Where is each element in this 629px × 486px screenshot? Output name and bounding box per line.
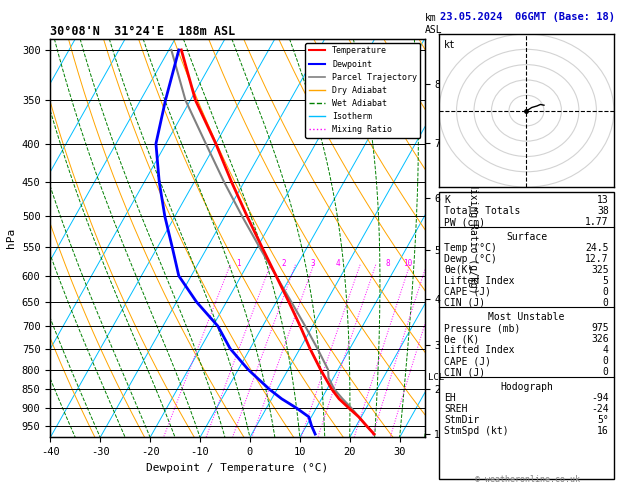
Text: kt: kt — [444, 40, 456, 50]
Text: 0: 0 — [603, 367, 609, 377]
Text: LCL: LCL — [428, 373, 445, 382]
Legend: Temperature, Dewpoint, Parcel Trajectory, Dry Adiabat, Wet Adiabat, Isotherm, Mi: Temperature, Dewpoint, Parcel Trajectory… — [306, 43, 420, 138]
Text: CAPE (J): CAPE (J) — [444, 356, 491, 366]
Text: 326: 326 — [591, 334, 609, 344]
Text: 12.7: 12.7 — [585, 254, 609, 264]
Text: 1: 1 — [236, 259, 241, 268]
Text: 23.05.2024  06GMT (Base: 18): 23.05.2024 06GMT (Base: 18) — [440, 12, 615, 22]
Text: θe(K): θe(K) — [444, 265, 474, 275]
Text: StmSpd (kt): StmSpd (kt) — [444, 426, 509, 436]
Text: 2: 2 — [281, 259, 286, 268]
Text: Most Unstable: Most Unstable — [488, 312, 565, 322]
Text: 1.77: 1.77 — [585, 217, 609, 227]
Text: StmDir: StmDir — [444, 415, 479, 425]
X-axis label: Dewpoint / Temperature (°C): Dewpoint / Temperature (°C) — [147, 463, 328, 473]
Text: K: K — [444, 195, 450, 205]
Text: 5: 5 — [603, 276, 609, 286]
Y-axis label: hPa: hPa — [6, 228, 16, 248]
Text: 38: 38 — [597, 206, 609, 216]
Text: SREH: SREH — [444, 404, 468, 414]
Text: PW (cm): PW (cm) — [444, 217, 486, 227]
Text: 16: 16 — [597, 426, 609, 436]
Text: 30°08'N  31°24'E  188m ASL: 30°08'N 31°24'E 188m ASL — [50, 25, 236, 38]
Text: 10: 10 — [403, 259, 413, 268]
Text: 8: 8 — [386, 259, 391, 268]
Text: 5°: 5° — [597, 415, 609, 425]
Text: Lifted Index: Lifted Index — [444, 276, 515, 286]
Text: 24.5: 24.5 — [585, 243, 609, 253]
Text: 4: 4 — [603, 345, 609, 355]
Text: CIN (J): CIN (J) — [444, 367, 486, 377]
Text: 4: 4 — [336, 259, 340, 268]
Text: Temp (°C): Temp (°C) — [444, 243, 497, 253]
Text: Surface: Surface — [506, 232, 547, 242]
Text: -94: -94 — [591, 393, 609, 403]
Text: Lifted Index: Lifted Index — [444, 345, 515, 355]
Text: © weatheronline.co.uk: © weatheronline.co.uk — [475, 474, 579, 484]
Text: Pressure (mb): Pressure (mb) — [444, 323, 521, 333]
Text: CIN (J): CIN (J) — [444, 298, 486, 308]
Text: Hodograph: Hodograph — [500, 382, 553, 392]
Text: 975: 975 — [591, 323, 609, 333]
Text: EH: EH — [444, 393, 456, 403]
Text: Mixing Ratio (g/kg): Mixing Ratio (g/kg) — [468, 182, 478, 294]
Text: 13: 13 — [597, 195, 609, 205]
Text: 325: 325 — [591, 265, 609, 275]
Text: Totals Totals: Totals Totals — [444, 206, 521, 216]
Text: 3: 3 — [311, 259, 316, 268]
Text: -24: -24 — [591, 404, 609, 414]
Text: CAPE (J): CAPE (J) — [444, 287, 491, 297]
Text: 0: 0 — [603, 356, 609, 366]
Text: 0: 0 — [603, 298, 609, 308]
Text: km
ASL: km ASL — [425, 13, 442, 35]
Text: 0: 0 — [603, 287, 609, 297]
Text: θe (K): θe (K) — [444, 334, 479, 344]
Text: Dewp (°C): Dewp (°C) — [444, 254, 497, 264]
